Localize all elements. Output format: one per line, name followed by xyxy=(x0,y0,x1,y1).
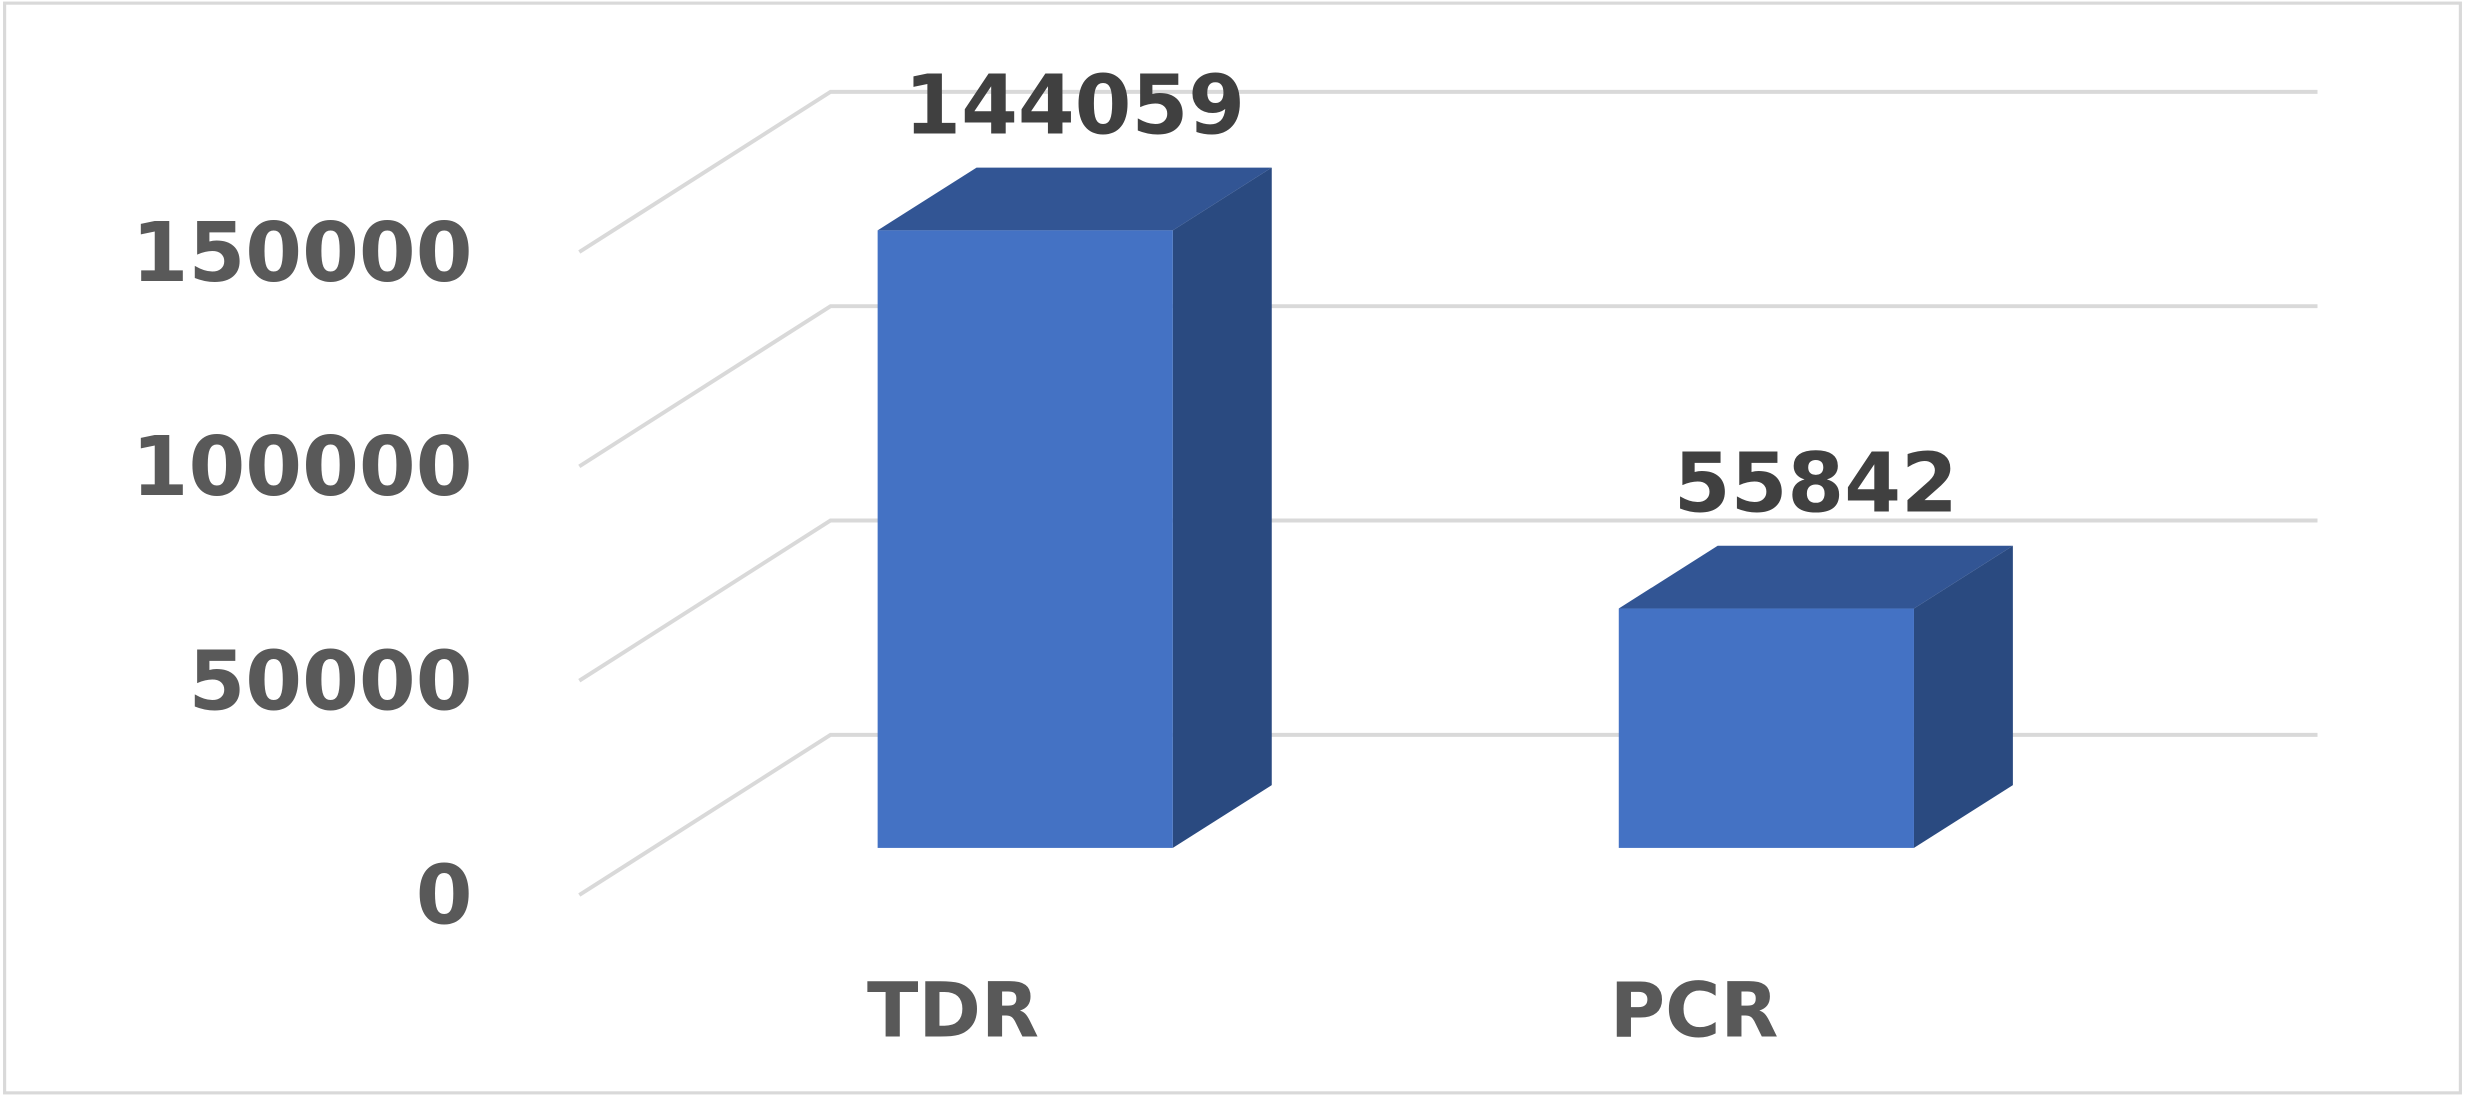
y-tick-label: 50000 xyxy=(188,634,472,729)
y-tick-label: 150000 xyxy=(132,206,473,301)
data-label: 144059 xyxy=(904,58,1245,153)
grid-line xyxy=(578,304,2318,469)
grid-line xyxy=(578,89,2318,254)
grid-line xyxy=(578,518,2318,683)
x-tick-label: TDR xyxy=(867,966,1039,1054)
bar xyxy=(1618,608,1914,848)
bar-side xyxy=(1913,545,2013,848)
data-label: 55842 xyxy=(1674,437,1958,532)
x-tick-label: PCR xyxy=(1610,966,1779,1054)
bar-side xyxy=(1172,167,1272,848)
y-tick-label: 0 xyxy=(416,849,473,944)
bar xyxy=(877,230,1173,848)
bar-top xyxy=(1618,545,2013,609)
bar-top xyxy=(877,167,1272,231)
y-tick-label: 100000 xyxy=(132,420,473,515)
